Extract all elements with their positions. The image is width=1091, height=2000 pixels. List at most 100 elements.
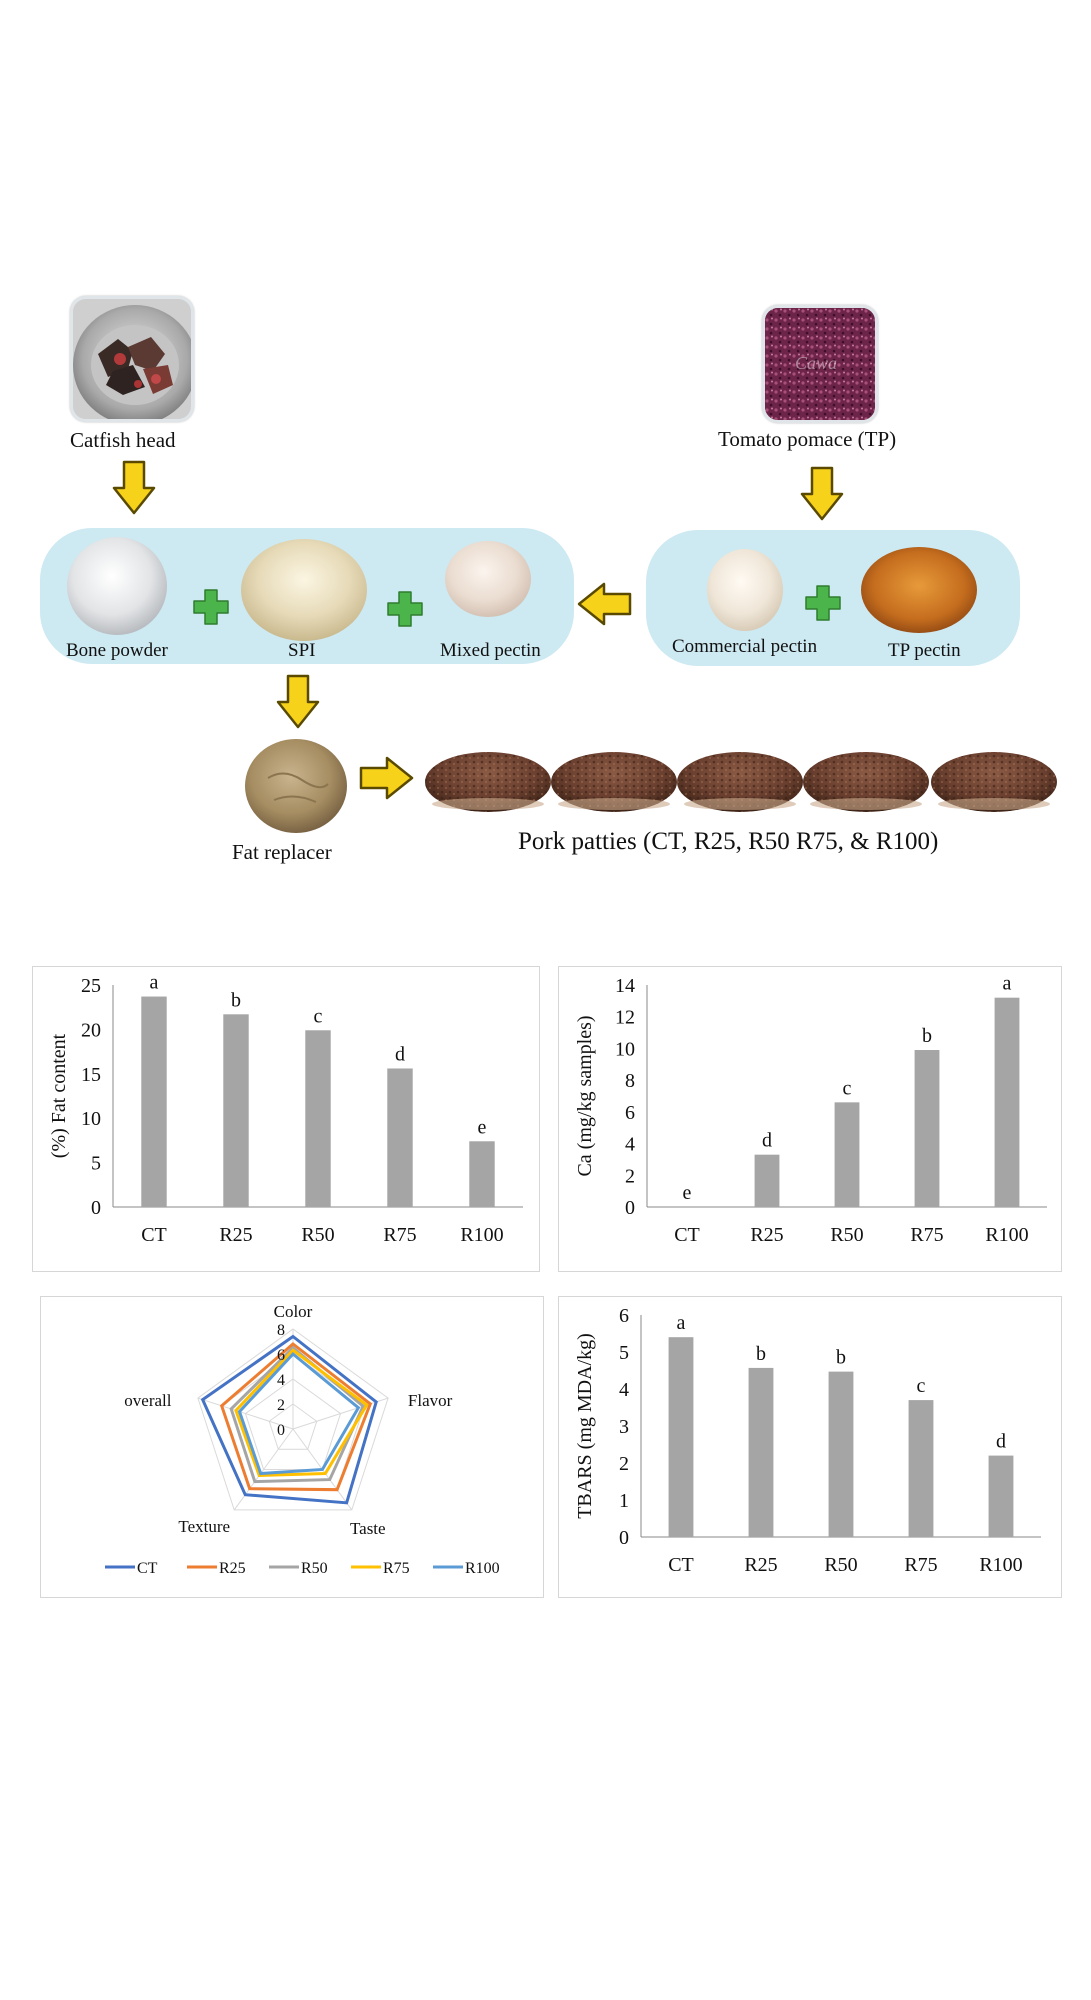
legend-label: R25 bbox=[219, 1560, 246, 1577]
significance-letter: a bbox=[150, 972, 159, 994]
bar-R75 bbox=[387, 1068, 413, 1207]
bone-powder-photo bbox=[67, 537, 167, 635]
y-tick-label: 4 bbox=[625, 1134, 635, 1156]
tbars-chart: 0 1 2 3 4 5 6 CT a R25 b R50 b R75 c R100 d TBARS (mg MDA… bbox=[574, 1305, 1041, 1576]
x-tick-label: R75 bbox=[910, 1224, 943, 1246]
radar-axis-label: Flavor bbox=[408, 1391, 453, 1410]
arrow-right-icon bbox=[359, 756, 414, 800]
radar-series-R50 bbox=[229, 1345, 365, 1484]
bar-R100 bbox=[994, 997, 1020, 1207]
fat-content-chart: 0 5 10 15 20 25 CT a R25 b R50 c R75 d R100 e (%) Fat co… bbox=[48, 972, 523, 1246]
fat-content-chart-frame: 0 5 10 15 20 25 CT a R25 b R50 c R75 d R100 e (%) Fat co… bbox=[32, 966, 540, 1272]
bar-R75 bbox=[908, 1400, 934, 1537]
fat-replacer-photo bbox=[245, 739, 347, 833]
y-tick-label: 25 bbox=[81, 975, 101, 997]
y-tick-label: 0 bbox=[619, 1527, 629, 1549]
plus-icon bbox=[805, 585, 841, 621]
y-tick-label: 5 bbox=[91, 1153, 101, 1175]
arrow-down-icon bbox=[800, 466, 844, 521]
significance-letter: a bbox=[1003, 973, 1012, 995]
radar-tick-label: 6 bbox=[277, 1347, 285, 1364]
x-tick-label: CT bbox=[141, 1224, 167, 1246]
commercial-pectin-photo bbox=[707, 549, 783, 631]
spi-label: SPI bbox=[288, 640, 316, 661]
spi-photo bbox=[241, 539, 367, 641]
legend-label: CT bbox=[137, 1560, 158, 1577]
bar-CT bbox=[668, 1337, 694, 1537]
radar-axis-label: overall bbox=[124, 1391, 171, 1410]
x-tick-label: R50 bbox=[301, 1224, 334, 1246]
y-tick-label: 5 bbox=[619, 1342, 629, 1364]
calcium-chart: 0 2 4 6 8 10 12 14 CT e R25 d R50 c R75 b R100 a Ca (mg/kg… bbox=[574, 973, 1047, 1246]
bar-R50 bbox=[828, 1371, 854, 1537]
significance-letter: d bbox=[996, 1431, 1006, 1453]
significance-letter: b bbox=[756, 1343, 766, 1365]
significance-letter: b bbox=[231, 989, 241, 1011]
radar-tick-label: 0 bbox=[277, 1422, 285, 1439]
radar-spoke bbox=[197, 1397, 294, 1430]
bar-R50 bbox=[305, 1030, 331, 1207]
watermark-text: Cawa bbox=[795, 353, 838, 373]
significance-letter: d bbox=[762, 1130, 772, 1152]
y-tick-label: 10 bbox=[615, 1038, 635, 1060]
radar-tick-label: 4 bbox=[277, 1372, 285, 1389]
y-axis-title: (%) Fat content bbox=[48, 1033, 70, 1158]
x-tick-label: R100 bbox=[985, 1224, 1028, 1246]
arrow-down-icon bbox=[276, 674, 320, 729]
bar-R50 bbox=[834, 1102, 860, 1207]
radar-spoke bbox=[292, 1397, 389, 1430]
bone-powder-label: Bone powder bbox=[66, 640, 168, 661]
y-tick-label: 6 bbox=[619, 1305, 629, 1327]
sensory-radar-chart-frame: 0 2 4 6 8 Color Flavor Taste Texture overall CT R25… bbox=[40, 1296, 544, 1598]
radar-gridline bbox=[268, 1403, 318, 1450]
patty-icon bbox=[677, 752, 803, 812]
patty-icon bbox=[803, 752, 929, 812]
x-tick-label: CT bbox=[674, 1224, 700, 1246]
x-tick-label: R25 bbox=[750, 1224, 783, 1246]
legend-label: R100 bbox=[465, 1560, 500, 1577]
y-tick-label: 12 bbox=[615, 1007, 635, 1029]
tp-pectin-label: TP pectin bbox=[888, 640, 961, 661]
radar-tick-label: 2 bbox=[277, 1397, 285, 1414]
significance-letter: a bbox=[677, 1312, 686, 1334]
x-tick-label: R50 bbox=[824, 1554, 857, 1576]
radar-series-R100 bbox=[237, 1351, 361, 1476]
bar-CT bbox=[141, 996, 167, 1207]
radar-axis-label: Taste bbox=[350, 1519, 386, 1538]
arrow-left-icon bbox=[577, 582, 632, 626]
fat-replacer-label: Fat replacer bbox=[232, 840, 332, 864]
significance-letter: c bbox=[314, 1005, 323, 1027]
radar-axis-label: Texture bbox=[178, 1517, 230, 1536]
significance-letter: b bbox=[836, 1347, 846, 1369]
radar-series-R25 bbox=[219, 1342, 373, 1492]
significance-letter: e bbox=[683, 1182, 692, 1204]
legend-label: R75 bbox=[383, 1560, 410, 1577]
patty-icon bbox=[551, 752, 677, 812]
significance-letter: c bbox=[917, 1375, 926, 1397]
radar-series-R75 bbox=[234, 1348, 369, 1478]
radar-gridline bbox=[244, 1378, 342, 1470]
patty-icon bbox=[425, 752, 551, 812]
tomato-pomace-label: Tomato pomace (TP) bbox=[718, 427, 897, 451]
catfish-head-label: Catfish head bbox=[70, 428, 176, 452]
y-tick-label: 15 bbox=[81, 1064, 101, 1086]
radar-tick-label: 8 bbox=[277, 1322, 285, 1339]
pork-patties-photo bbox=[425, 752, 1057, 812]
y-tick-label: 20 bbox=[81, 1019, 101, 1041]
bar-R75 bbox=[914, 1050, 940, 1207]
y-axis-title: Ca (mg/kg samples) bbox=[574, 1015, 596, 1176]
y-tick-label: 0 bbox=[91, 1197, 101, 1219]
y-tick-label: 8 bbox=[625, 1070, 635, 1092]
catfish-head-photo bbox=[70, 296, 194, 422]
mixed-pectin-label: Mixed pectin bbox=[440, 640, 541, 661]
arrow-down-icon bbox=[112, 460, 156, 515]
x-tick-label: R75 bbox=[383, 1224, 416, 1246]
y-tick-label: 3 bbox=[619, 1416, 629, 1438]
tp-pectin-photo bbox=[861, 547, 977, 633]
y-tick-label: 4 bbox=[619, 1379, 629, 1401]
y-tick-label: 0 bbox=[625, 1197, 635, 1219]
significance-letter: d bbox=[395, 1043, 405, 1065]
pork-patties-label: Pork patties (CT, R25, R50 R75, & R100) bbox=[518, 828, 939, 855]
y-tick-label: 2 bbox=[619, 1453, 629, 1475]
